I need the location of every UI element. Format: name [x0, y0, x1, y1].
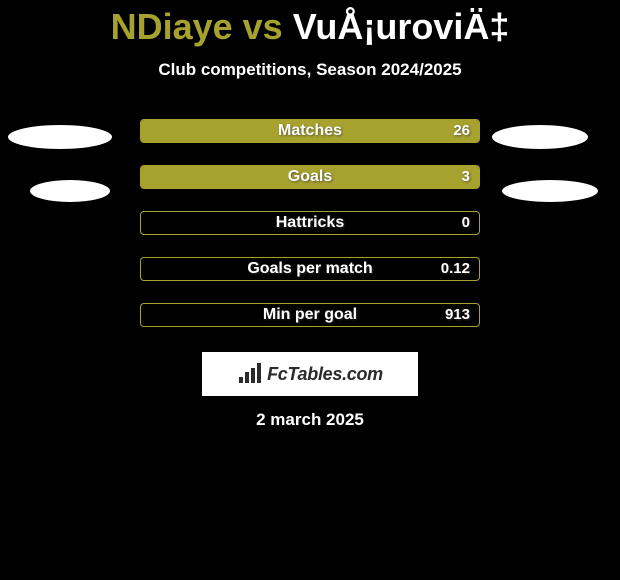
brand-text: FcTables.com: [267, 352, 383, 396]
stat-value: 26: [140, 119, 470, 143]
player2-name: VuÅ¡uroviÄ‡: [293, 6, 510, 47]
date: 2 march 2025: [0, 410, 620, 430]
stat-row: Goals per match0.12: [0, 254, 620, 300]
stats-block: Matches26Goals3Hattricks0Goals per match…: [0, 116, 620, 346]
player2-badge-1: [492, 125, 588, 149]
stat-value: 0.12: [140, 257, 470, 281]
bars-icon: [237, 361, 263, 387]
comparison-card: NDiaye vs VuÅ¡uroviÄ‡ Club competitions,…: [0, 0, 620, 580]
stat-row: Min per goal913: [0, 300, 620, 346]
player2-badge-2: [502, 180, 598, 202]
subtitle: Club competitions, Season 2024/2025: [0, 60, 620, 80]
stat-row: Hattricks0: [0, 208, 620, 254]
player1-badge-2: [30, 180, 110, 202]
brand-logo: FcTables.com: [202, 352, 418, 396]
stat-value: 0: [140, 211, 470, 235]
stat-value: 3: [140, 165, 470, 189]
player1-badge-1: [8, 125, 112, 149]
player1-name: NDiaye: [111, 6, 233, 47]
page-title: NDiaye vs VuÅ¡uroviÄ‡: [0, 0, 620, 48]
brand-logo-inner: FcTables.com: [237, 352, 383, 396]
vs-label: vs: [243, 6, 283, 47]
stat-value: 913: [140, 303, 470, 327]
